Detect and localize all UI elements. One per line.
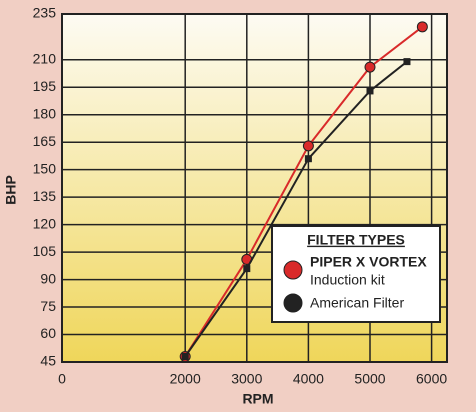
- y-tick-label: 105: [33, 243, 57, 259]
- data-point: [364, 61, 376, 73]
- data-point: [304, 155, 312, 163]
- y-tick-label: 150: [33, 160, 57, 176]
- x-tick-label: 6000: [416, 371, 447, 387]
- y-tick-label: 180: [33, 105, 57, 121]
- y-tick-label: 195: [33, 78, 57, 94]
- data-point: [366, 87, 374, 95]
- y-tick-label: 165: [33, 133, 57, 149]
- x-tick-label: 3000: [231, 371, 262, 387]
- data-point: [302, 140, 314, 152]
- marks: [61, 13, 447, 363]
- legend-title: FILTER TYPES: [307, 232, 405, 248]
- legend-label: American Filter: [310, 295, 404, 311]
- data-point: [403, 58, 411, 66]
- x-axis-label: RPM: [242, 391, 273, 407]
- y-tick-label: 60: [40, 325, 56, 341]
- x-tick-label: 5000: [354, 371, 385, 387]
- legend-marker: [283, 260, 303, 280]
- y-tick-label: 210: [33, 50, 57, 66]
- legend-label: PIPER X VORTEX: [310, 254, 427, 270]
- y-tick-label: 45: [40, 353, 56, 369]
- data-point: [181, 353, 189, 361]
- y-axis-label: BHP: [3, 175, 19, 205]
- data-point: [243, 265, 251, 273]
- legend-note: Induction kit: [310, 272, 385, 288]
- x-tick-label: 4000: [293, 371, 324, 387]
- legend-marker: [283, 293, 303, 313]
- y-tick-label: 235: [33, 5, 57, 21]
- x-tick-label: 2000: [170, 371, 201, 387]
- x-tick-label: 0: [58, 371, 66, 387]
- y-tick-label: 90: [40, 270, 56, 286]
- data-point: [416, 21, 428, 33]
- y-tick-label: 120: [33, 215, 57, 231]
- y-tick-label: 75: [40, 298, 56, 314]
- y-tick-label: 135: [33, 188, 57, 204]
